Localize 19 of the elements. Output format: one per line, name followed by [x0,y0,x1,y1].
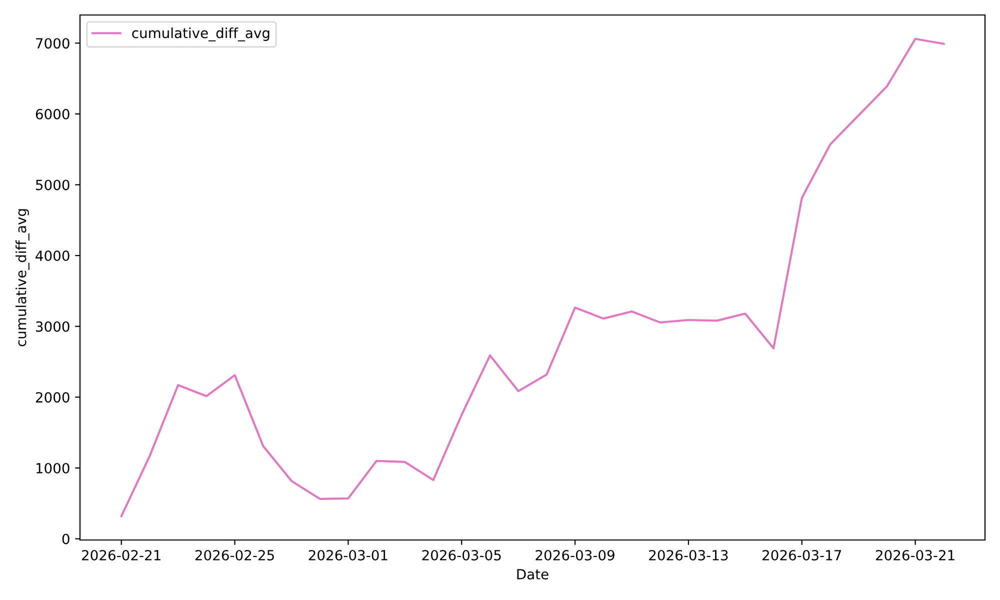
x-tick-label: 2026-02-25 [195,550,274,560]
y-tick-label: 3000 [36,321,70,332]
x-tick-label: 2026-03-13 [649,550,728,560]
y-tick-label: 0 [62,534,70,544]
y-tick-label: 6000 [36,108,70,120]
x-tick-label: 2026-02-21 [82,550,160,560]
x-tick-label: 2026-03-09 [536,550,614,560]
y-tick-label: 4000 [36,250,70,262]
legend-label: cumulative_diff_avg [132,28,270,42]
y-axis-title: cumulative_diff_avg [16,209,30,346]
x-tick-label: 2026-03-05 [422,550,501,560]
x-axis-title: Date [517,569,548,580]
x-tick-label: 2026-03-17 [762,550,842,560]
y-tick-label: 5000 [36,180,70,190]
x-tick-label: 2026-03-21 [876,550,954,560]
y-tick-label: 7000 [36,38,70,49]
y-tick-label: 2000 [36,392,70,403]
x-tick-label: 2026-03-01 [308,550,388,560]
y-tick-label: 1000 [36,462,70,474]
